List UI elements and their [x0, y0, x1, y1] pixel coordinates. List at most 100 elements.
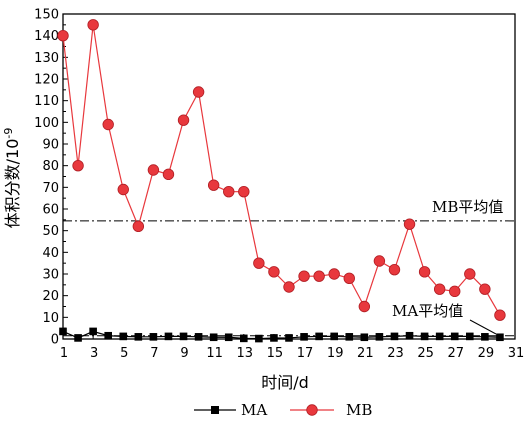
x-tick-label: 3: [90, 346, 98, 361]
mb-point: [132, 220, 145, 233]
ma-average-label: MA平均值: [392, 302, 463, 320]
mb-point: [238, 185, 250, 198]
mb-point: [358, 300, 371, 313]
mb-point: [87, 19, 99, 31]
ma-point: [255, 334, 263, 343]
mb-point: [192, 86, 205, 98]
mb-point: [479, 283, 491, 295]
mb-point: [343, 272, 355, 285]
y-tick-label: 50: [42, 224, 59, 239]
x-tick-label: 17: [297, 346, 314, 361]
ma-point: [240, 334, 248, 343]
mb-point: [313, 270, 325, 282]
mb-average-label: MB平均值: [432, 198, 503, 216]
ma-average-pointer: [469, 319, 497, 335]
legend: MA MB: [194, 401, 372, 419]
mb-point: [162, 168, 175, 181]
ma-point: [375, 333, 384, 341]
mb-point: [57, 29, 69, 42]
mb-point: [433, 283, 446, 295]
ma-point: [164, 332, 173, 341]
mb-point: [117, 183, 129, 196]
ma-point: [420, 332, 429, 341]
ma-point: [270, 334, 278, 342]
ma-point: [104, 331, 112, 340]
y-tick-label: 140: [34, 29, 59, 44]
y-tick-label: 110: [34, 94, 59, 109]
ma-point: [149, 333, 158, 341]
y-tick-label: 0: [51, 333, 59, 348]
y-tick-label: 10: [42, 311, 59, 326]
ma-point: [179, 332, 188, 341]
ma-point: [224, 333, 233, 342]
y-tick-label: 130: [34, 51, 59, 66]
x-tick-label: 21: [357, 346, 374, 361]
y-tick-label: 20: [42, 289, 59, 304]
mb-point: [147, 164, 160, 176]
y-tick-label: 100: [34, 116, 59, 131]
x-tick-label: 23: [387, 346, 404, 361]
x-tick-label: 31: [508, 346, 525, 361]
ma-point: [315, 332, 323, 341]
ma-point: [330, 332, 338, 341]
ma-point: [134, 333, 143, 341]
ma-point: [300, 333, 308, 341]
mb-point: [403, 218, 416, 230]
x-tick-label: 9: [180, 346, 188, 361]
mb-point: [494, 309, 506, 321]
x-tick-label: 5: [120, 346, 128, 361]
mb-point: [298, 270, 310, 282]
y-axis-label-base: 体积分数/10: [3, 139, 22, 229]
x-tick-label: 27: [447, 346, 464, 361]
ma-point: [209, 333, 218, 342]
y-tick-label: 30: [42, 268, 59, 283]
ma-point: [481, 333, 489, 341]
mb-point: [418, 266, 431, 278]
y-tick-label: 90: [42, 138, 59, 153]
ma-point: [194, 333, 203, 341]
mb-point: [207, 179, 220, 191]
mb-point: [177, 114, 190, 126]
y-axis-label: 体积分数/10-9: [2, 128, 22, 229]
y-tick-label: 120: [34, 73, 59, 88]
mb-point: [464, 268, 476, 280]
x-tick-label: 15: [267, 346, 284, 361]
legend-mb-label: MB: [346, 401, 372, 419]
ma-point: [285, 334, 293, 342]
legend-mb-marker: [306, 404, 318, 416]
x-tick-label: 19: [327, 346, 344, 361]
ma-point: [360, 333, 369, 342]
mb-point: [373, 255, 386, 267]
mb-point: [283, 281, 295, 293]
ma-point: [119, 332, 128, 341]
series-layer: [57, 19, 506, 343]
x-axis-label: 时间/d: [261, 373, 309, 392]
y-tick-label: 70: [42, 181, 59, 196]
x-tick-label: 11: [206, 346, 223, 361]
mb-point: [72, 159, 84, 172]
mb-point: [223, 185, 235, 198]
ma-point: [345, 333, 354, 341]
y-tick-label: 60: [42, 203, 59, 218]
y-tick-label: 150: [34, 8, 59, 23]
ma-point: [89, 327, 97, 336]
ma-point: [466, 332, 474, 341]
mb-point: [253, 257, 265, 269]
y-tick-label: 40: [42, 246, 59, 261]
ma-point: [390, 332, 399, 341]
ma-series-line: [62, 330, 500, 340]
axes: 0 10 20 30 40 50 60 70 80 90 100 110 120 130 140 150 1 3 5…: [34, 8, 524, 362]
ma-point: [435, 332, 444, 341]
x-tick-label: 13: [237, 346, 254, 361]
ma-point: [450, 332, 459, 341]
ma-point: [405, 331, 414, 340]
y-tick-label: 80: [42, 159, 59, 174]
legend-ma-marker: [211, 406, 219, 414]
mb-series-line: [62, 24, 501, 316]
x-tick-label: 7: [150, 346, 158, 361]
mb-point: [268, 266, 280, 278]
ma-point: [59, 327, 67, 336]
ma-point: [74, 334, 82, 342]
legend-ma-label: MA: [241, 401, 267, 419]
mb-point: [102, 118, 114, 131]
